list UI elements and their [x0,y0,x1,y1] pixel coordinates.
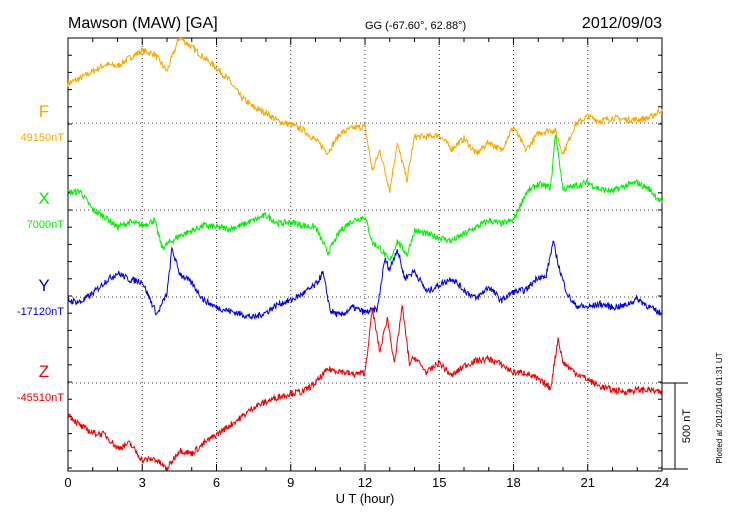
label-layer: F 49150nT X 7000nT Y -17120nT Z -45510nT [17,102,64,404]
x-tick-label: 0 [64,475,71,490]
series-name-x: X [38,189,49,208]
series-name-f: F [39,102,49,121]
plotted-at-label: Plotted at 2012/10/04 01:31 UT [715,352,724,463]
date-label: 2012/09/03 [582,15,662,32]
x-tick-label: 9 [287,475,294,490]
x-tick-label: 18 [506,475,520,490]
series-line-y [67,240,663,321]
tick-layer: 0 3 6 9 12 15 18 21 24 [64,37,669,490]
series-name-y: Y [38,276,49,295]
x-tick-label: 24 [655,475,669,490]
series-layer [67,36,663,472]
series-baseline-f: 49150nT [21,132,65,144]
grid-layer [68,38,662,471]
station-title: Mawson (MAW) [GA] [68,15,218,32]
coords-label: GG (-67.60°, 62.88°) [365,20,466,32]
x-tick-label: 21 [581,475,595,490]
x-tick-label: 12 [358,475,372,490]
series-baseline-z: -45510nT [17,392,64,404]
scale-bar-label: 500 nT [681,409,693,444]
x-tick-label: 6 [213,475,220,490]
x-axis-title: U T (hour) [336,491,395,506]
series-line-f [67,36,663,193]
series-name-z: Z [39,362,49,381]
x-tick-label: 3 [139,475,146,490]
series-line-z [67,304,663,472]
x-tick-label: 15 [432,475,446,490]
series-baseline-y: -17120nT [17,306,64,318]
series-line-x [67,134,663,261]
series-baseline-x: 7000nT [27,219,65,231]
